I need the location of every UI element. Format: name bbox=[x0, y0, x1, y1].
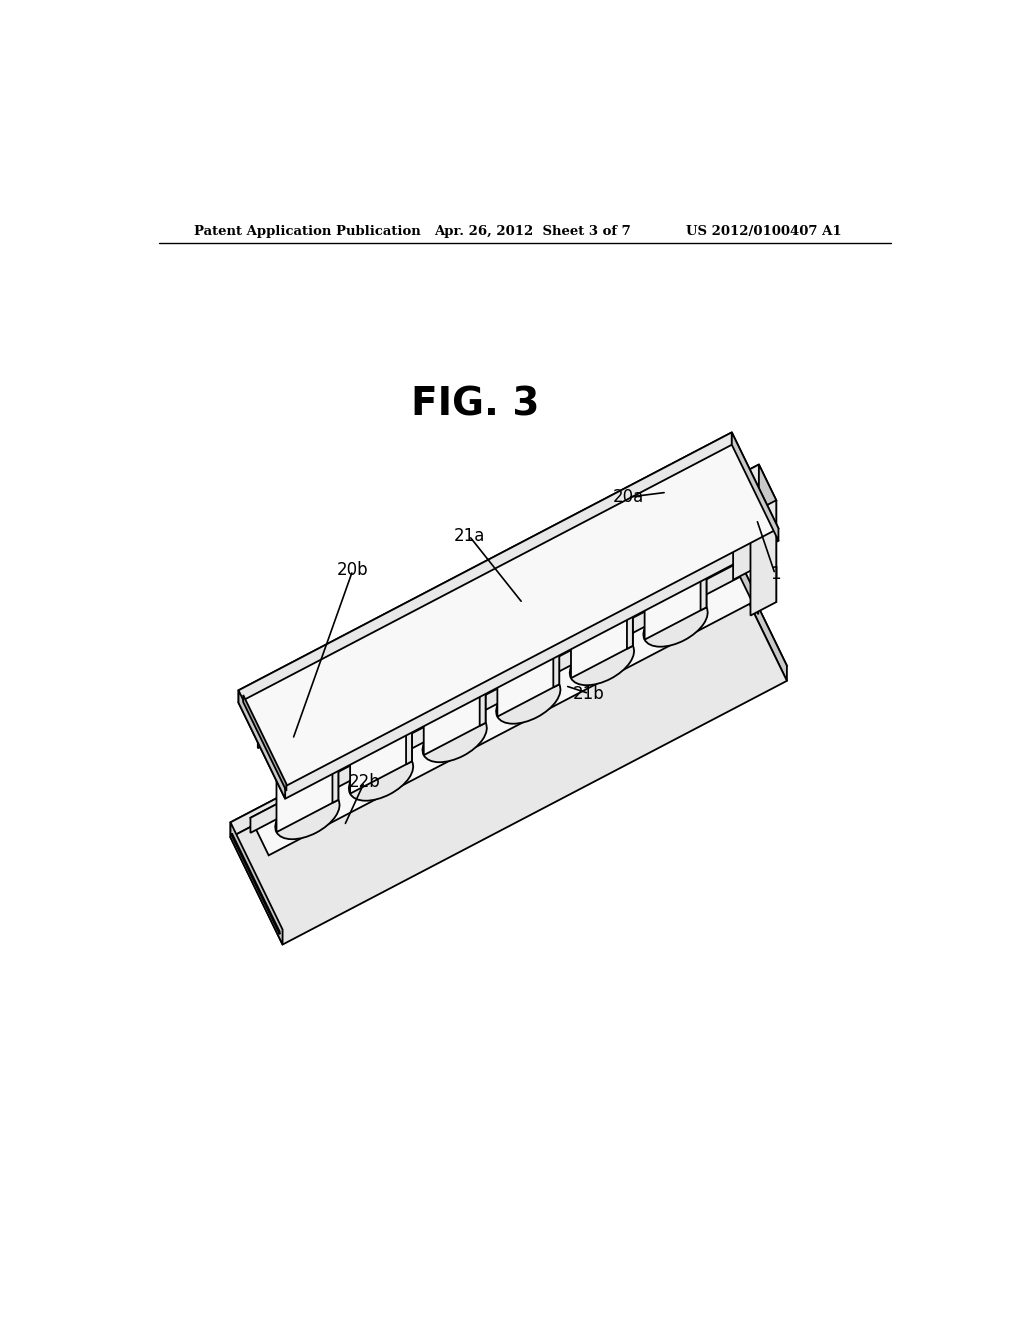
Polygon shape bbox=[239, 445, 778, 799]
Text: 21b: 21b bbox=[573, 685, 605, 702]
Ellipse shape bbox=[569, 639, 634, 685]
Polygon shape bbox=[251, 562, 759, 855]
Polygon shape bbox=[243, 696, 287, 791]
Text: FIG. 3: FIG. 3 bbox=[411, 385, 540, 424]
Ellipse shape bbox=[569, 550, 634, 597]
Polygon shape bbox=[407, 673, 412, 764]
Text: US 2012/0100407 A1: US 2012/0100407 A1 bbox=[686, 224, 842, 238]
Polygon shape bbox=[230, 574, 786, 945]
Polygon shape bbox=[571, 557, 633, 678]
Text: 20b: 20b bbox=[337, 561, 369, 579]
Polygon shape bbox=[276, 711, 338, 832]
Polygon shape bbox=[230, 558, 735, 837]
Ellipse shape bbox=[349, 665, 414, 713]
Polygon shape bbox=[230, 558, 786, 929]
Polygon shape bbox=[733, 465, 776, 513]
Text: Patent Application Publication: Patent Application Publication bbox=[194, 224, 421, 238]
Polygon shape bbox=[258, 487, 736, 748]
Ellipse shape bbox=[423, 715, 486, 762]
Polygon shape bbox=[424, 635, 485, 755]
Polygon shape bbox=[239, 433, 778, 787]
Ellipse shape bbox=[275, 704, 340, 751]
Text: Apr. 26, 2012  Sheet 3 of 7: Apr. 26, 2012 Sheet 3 of 7 bbox=[434, 224, 631, 238]
Polygon shape bbox=[239, 690, 285, 799]
Polygon shape bbox=[498, 595, 559, 717]
Polygon shape bbox=[239, 433, 732, 702]
Polygon shape bbox=[733, 465, 759, 579]
Polygon shape bbox=[231, 833, 280, 935]
Polygon shape bbox=[333, 711, 338, 803]
Polygon shape bbox=[645, 519, 707, 640]
Polygon shape bbox=[553, 595, 559, 688]
Text: 22b: 22b bbox=[348, 774, 380, 791]
Ellipse shape bbox=[643, 601, 708, 647]
Ellipse shape bbox=[669, 524, 687, 536]
Ellipse shape bbox=[349, 754, 414, 801]
Text: 20a: 20a bbox=[612, 488, 643, 506]
Text: 21a: 21a bbox=[454, 527, 484, 545]
Polygon shape bbox=[251, 562, 740, 833]
Polygon shape bbox=[627, 557, 633, 649]
Ellipse shape bbox=[496, 589, 560, 635]
Polygon shape bbox=[479, 635, 485, 726]
Polygon shape bbox=[740, 562, 759, 614]
Ellipse shape bbox=[275, 793, 340, 840]
Polygon shape bbox=[258, 487, 748, 760]
Polygon shape bbox=[732, 433, 778, 541]
Polygon shape bbox=[751, 500, 776, 615]
Polygon shape bbox=[700, 519, 707, 610]
Polygon shape bbox=[735, 558, 786, 681]
Text: 1: 1 bbox=[770, 565, 780, 583]
Polygon shape bbox=[350, 673, 412, 793]
Ellipse shape bbox=[496, 677, 560, 723]
Polygon shape bbox=[230, 822, 283, 945]
Ellipse shape bbox=[301, 715, 319, 729]
Ellipse shape bbox=[643, 512, 708, 558]
Polygon shape bbox=[759, 465, 776, 602]
Ellipse shape bbox=[423, 627, 486, 673]
